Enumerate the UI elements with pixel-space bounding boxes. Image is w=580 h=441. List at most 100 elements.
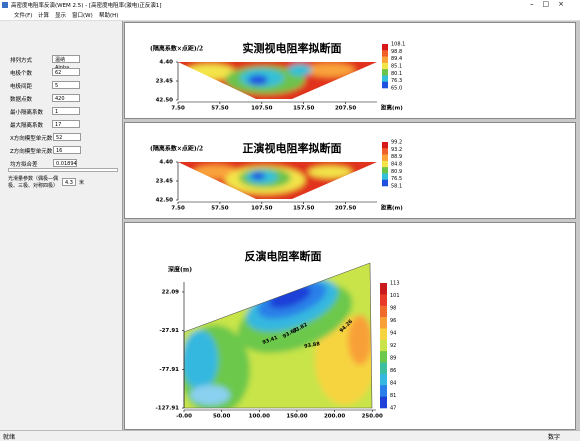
colorbar-swatch xyxy=(382,62,388,70)
smooth-input[interactable]: 4.3 xyxy=(62,178,76,186)
y-axis-label: (隔离系数×点距)/2 xyxy=(150,45,203,53)
colorbar-swatch xyxy=(380,339,387,352)
colorbar-swatch xyxy=(382,148,388,155)
colorbar-label: 98.8 xyxy=(391,49,402,55)
y-axis-label: 深度(m) xyxy=(168,266,192,274)
colorbar-label: 108.1 xyxy=(391,42,405,48)
colorbar-label: 94 xyxy=(390,331,396,337)
colorbar-label: 81 xyxy=(390,393,396,399)
contour-fill xyxy=(178,62,377,99)
smooth-label: 光滑量参数（偶极—偶极、三极、对称四极） xyxy=(8,176,59,189)
contour-label: 93.41 xyxy=(262,335,279,346)
parameter-panel: 光滑量参数（偶极—偶极、三极、对称四极） 4.3 米 排列方式温纳Alpha电极… xyxy=(0,21,123,430)
y-tick-label: 23.45 xyxy=(156,179,174,185)
param-label: 最小隔离系数 xyxy=(10,110,44,116)
param-input[interactable]: 16 xyxy=(53,146,81,154)
colorbar-swatch xyxy=(380,362,387,375)
x-tick-label: 7.50 xyxy=(171,106,185,112)
x-tick-label: -0.00 xyxy=(176,414,192,420)
param-label: 最大隔离系数 xyxy=(10,123,44,129)
x-tick-label: 200.00 xyxy=(324,414,345,420)
smooth-unit: 米 xyxy=(79,180,85,186)
window-controls[interactable]: –□× xyxy=(530,0,573,8)
colorbar-label: 85.1 xyxy=(391,64,402,70)
status-text: 就绪 xyxy=(3,434,16,441)
y-tick-label: 4.40 xyxy=(159,60,173,66)
param-label: 排列方式 xyxy=(10,58,33,64)
x-tick-label: 107.50 xyxy=(251,106,272,112)
x-tick-label: 157.50 xyxy=(293,206,314,212)
param-input[interactable]: 1 xyxy=(52,107,80,115)
x-axis-label: 距离(m) xyxy=(381,204,403,212)
y-tick-label: 22.09 xyxy=(162,289,180,295)
colorbar-label: 80.9 xyxy=(391,169,402,175)
x-tick-label: 7.50 xyxy=(171,206,185,212)
colorbar-swatch xyxy=(382,44,388,51)
colorbar-label: 84.8 xyxy=(391,162,402,168)
colorbar-swatch xyxy=(382,167,388,174)
colorbar-swatch xyxy=(382,154,388,162)
colorbar-swatch xyxy=(382,142,388,149)
colorbar-swatch xyxy=(380,317,387,329)
param-input[interactable]: 62 xyxy=(52,68,80,76)
param-input[interactable]: 17 xyxy=(52,120,80,128)
contour-fill xyxy=(178,162,377,199)
app-icon xyxy=(2,2,8,8)
chart-title: 反演电阻率断面 xyxy=(245,249,322,263)
menu-item[interactable]: 计算 xyxy=(38,13,50,19)
colorbar-label: 99.2 xyxy=(391,140,402,146)
y-tick-label: -127.91 xyxy=(155,406,179,412)
param-input[interactable]: 420 xyxy=(52,94,80,102)
status-bar: 就绪 数字 xyxy=(0,430,580,441)
x-tick-label: 150.00 xyxy=(286,414,307,420)
y-tick-label: -27.91 xyxy=(159,328,179,334)
x-tick-label: 50.00 xyxy=(213,414,231,420)
param-label: 均方拟合差 xyxy=(10,162,38,168)
menu-item[interactable]: 文件(F) xyxy=(14,13,33,19)
colorbar-swatch xyxy=(380,373,387,386)
colorbar-swatch xyxy=(382,75,388,83)
y-tick-label: 42.50 xyxy=(156,198,174,204)
chart-title: 实测视电阻率拟断面 xyxy=(243,41,342,55)
colorbar-swatch xyxy=(382,50,388,57)
param-input[interactable]: 5 xyxy=(52,81,80,89)
colorbar-label: 58.1 xyxy=(391,184,402,190)
menu-item[interactable]: 窗口(W) xyxy=(72,13,93,19)
y-axis-label: (隔离系数×点距)/2 xyxy=(150,145,203,153)
colorbar-label: 113 xyxy=(390,281,400,287)
colorbar-label: 93.2 xyxy=(391,147,402,153)
y-tick-label: 42.50 xyxy=(156,98,174,104)
colorbar-label: 76.5 xyxy=(391,176,402,182)
slider[interactable] xyxy=(8,168,118,172)
x-tick-label: 250.00 xyxy=(362,414,383,420)
colorbar-swatch xyxy=(380,283,387,295)
x-tick-label: 100.00 xyxy=(249,414,270,420)
param-label: Z方向模型单元数 xyxy=(10,149,53,155)
title-bar: 高密度电阻率反演(WEM 2.5) - [高密度电阻率(激电)正反演1] –□× xyxy=(0,0,580,10)
menu-item[interactable]: 显示 xyxy=(55,13,67,19)
colorbar-swatch xyxy=(380,351,387,363)
colorbar-label: 65.0 xyxy=(391,86,402,92)
colorbar-label: 89.4 xyxy=(391,56,402,62)
y-tick-label: 23.45 xyxy=(156,79,174,85)
colorbar-swatch xyxy=(380,328,387,341)
colorbar-swatch xyxy=(380,305,387,318)
contour-label: 93.88 xyxy=(304,341,321,350)
param-input[interactable]: 52 xyxy=(53,133,81,141)
colorbar-label: 89 xyxy=(390,356,396,362)
x-axis-label: 距离(m) xyxy=(381,104,403,112)
menu-item[interactable]: 帮助(H) xyxy=(99,13,119,19)
y-tick-label: -77.91 xyxy=(159,367,179,373)
param-label: 数据点数 xyxy=(10,97,33,103)
contour-fill xyxy=(184,263,372,408)
x-tick-label: 157.50 xyxy=(293,106,314,112)
colorbar-swatch xyxy=(382,173,388,181)
param-label: X方向模型单元数 xyxy=(10,136,53,142)
x-tick-label: 57.50 xyxy=(211,106,229,112)
colorbar-swatch xyxy=(380,294,387,307)
param-input[interactable]: 0.01894 xyxy=(53,159,77,167)
x-tick-label: 107.50 xyxy=(251,206,272,212)
colorbar-label: 76.3 xyxy=(391,78,402,84)
